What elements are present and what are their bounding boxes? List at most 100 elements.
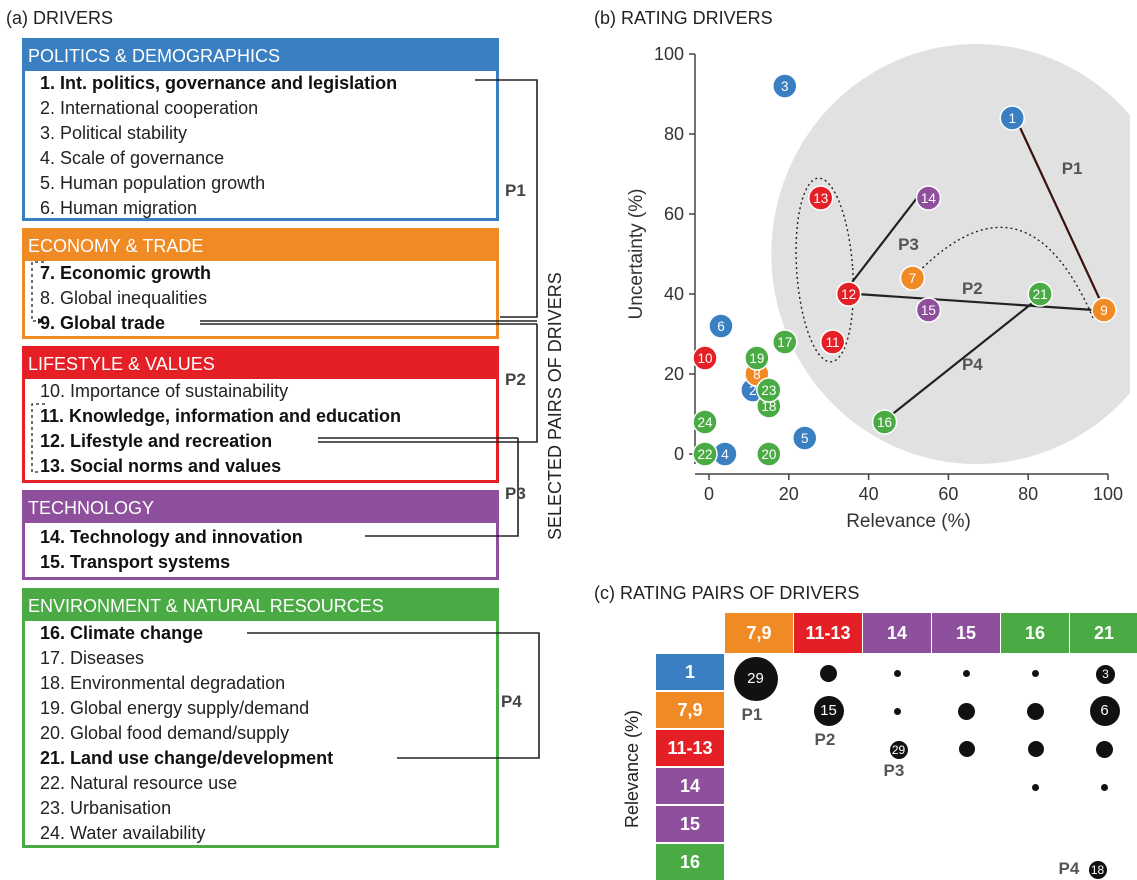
driver-point-label: 22 (697, 447, 712, 462)
driver-group-header: ENVIRONMENT & NATURAL RESOURCES (25, 591, 496, 621)
driver-point-label: 1 (1008, 111, 1016, 126)
connector-p2 (318, 324, 538, 443)
pair-label-p4: P4 (962, 355, 983, 374)
driver-item: 6. Human migration (40, 198, 198, 218)
y-axis-label: Uncertainty (%) (626, 189, 647, 320)
matrix-row-header: 16 (656, 844, 724, 880)
driver-point (744, 345, 770, 371)
matrix-row-header: 11-13 (656, 730, 724, 766)
driver-point-label: 10 (697, 351, 712, 366)
driver-point-label: 9 (1100, 303, 1108, 318)
driver-group-box: TECHNOLOGY (22, 490, 499, 580)
driver-point (835, 281, 862, 307)
driver-item: 23. Urbanisation (40, 798, 172, 818)
matrix-ylabel: Relevance (%) (622, 709, 642, 828)
driver-point-label: 6 (717, 319, 725, 334)
driver-point (756, 441, 782, 467)
pair-bubble (1027, 741, 1044, 757)
driver-item: 9. Global trade (40, 313, 166, 333)
pair-bubble: 15 (813, 696, 844, 726)
pair-bubble (963, 669, 970, 677)
pair-bubble: 3 (1096, 664, 1115, 684)
y-tick-label: 80 (664, 124, 684, 144)
driver-point-label: 12 (841, 287, 856, 302)
bracket-7-9 (31, 261, 44, 322)
driver-item: 16. Climate change (40, 623, 204, 643)
matrix-column-header: 11-13 (794, 613, 862, 653)
y-tick-label: 20 (664, 364, 684, 384)
pair-label-p3: P3 (898, 235, 919, 254)
y-tick-label: 40 (664, 284, 684, 304)
driver-point-label: 2 (749, 383, 757, 398)
x-tick-label: 100 (1093, 484, 1123, 504)
driver-point (792, 425, 818, 451)
panel-c-title: (c) RATING PAIRS OF DRIVERS (594, 583, 860, 603)
driver-point-label: 4 (721, 447, 729, 462)
matrix-row-header: 1 (656, 654, 724, 690)
connector-p3 (365, 438, 519, 537)
y-tick-label: 100 (654, 44, 684, 64)
pair-bubble (958, 702, 975, 720)
pair-bubble (894, 707, 901, 715)
pair-bubble: 6 (1089, 696, 1120, 726)
driver-item: 1. Int. politics, governance and legisla… (40, 73, 398, 93)
pair-line-p3 (849, 195, 920, 285)
connector-p1 (475, 79, 538, 318)
driver-group-box: ENVIRONMENT & NATURAL RESOURCES (22, 588, 499, 848)
driver-point (915, 297, 942, 323)
pair-bubble: 29 (733, 657, 778, 701)
driver-point (756, 377, 782, 403)
pair-bubble: 29 (889, 741, 908, 759)
driver-point-label: 13 (813, 191, 828, 206)
driver-point (692, 441, 718, 467)
driver-point (772, 329, 798, 355)
dotted-group-11-13 (795, 177, 855, 363)
pair-bubble (1096, 740, 1113, 758)
driver-item: 14. Technology and innovation (40, 527, 303, 547)
pair-bubble (1032, 669, 1039, 677)
driver-item: 7. Economic growth (40, 263, 212, 283)
driver-point-label: 19 (749, 351, 764, 366)
pair-line-p2 (856, 292, 1095, 312)
x-axis-label: Relevance (%) (846, 511, 971, 532)
pair-bubble: 18 (1088, 861, 1107, 879)
driver-group-header: ECONOMY & TRADE (25, 231, 496, 261)
driver-point-label: 8 (753, 367, 761, 382)
driver-item: 2. International cooperation (40, 98, 259, 118)
y-tick-label: 60 (664, 204, 684, 224)
driver-item: 24. Water availability (40, 823, 206, 843)
pair-label-p1: P1 (505, 181, 526, 200)
driver-point (819, 329, 846, 355)
driver-item: 18. Environmental degradation (40, 673, 286, 693)
driver-point-label: 7 (909, 271, 917, 286)
driver-point-label: 21 (1033, 287, 1048, 302)
matrix-column-header: 16 (1001, 613, 1069, 653)
pair-label-p1: P1 (1062, 159, 1083, 178)
driver-item: 21. Land use change/development (40, 748, 334, 768)
driver-item: 10. Importance of sustainability (40, 381, 289, 401)
driver-point-label: 20 (761, 447, 776, 462)
matrix-column-header: 21 (1070, 613, 1137, 653)
driver-item: 8. Global inequalities (40, 288, 208, 308)
pair-bubble (1027, 702, 1044, 720)
driver-point-label: 15 (921, 303, 936, 318)
pair-connectors (31, 79, 540, 759)
x-tick-label: 80 (1018, 484, 1038, 504)
x-tick-label: 60 (938, 484, 958, 504)
driver-point-label: 5 (801, 431, 809, 446)
pair-bubble (1101, 783, 1108, 791)
pair-label-p4: P4 (501, 692, 522, 711)
pair-line-p1 (1019, 127, 1102, 301)
driver-point (1027, 281, 1053, 307)
driver-item: 3. Political stability (40, 123, 188, 143)
x-tick-label: 40 (859, 484, 879, 504)
driver-item: 12. Lifestyle and recreation (40, 431, 273, 451)
driver-item: 22. Natural resource use (40, 773, 238, 793)
driver-point-label: 18 (761, 399, 776, 414)
driver-point (899, 265, 926, 291)
panel-b-title: (b) RATING DRIVERS (594, 8, 773, 28)
pair-bubble-label: P2 (814, 730, 836, 749)
high-relevance-region (771, 44, 1130, 464)
panel-a-title: (a) DRIVERS (6, 8, 114, 28)
driver-item: 20. Global food demand/supply (40, 723, 290, 743)
